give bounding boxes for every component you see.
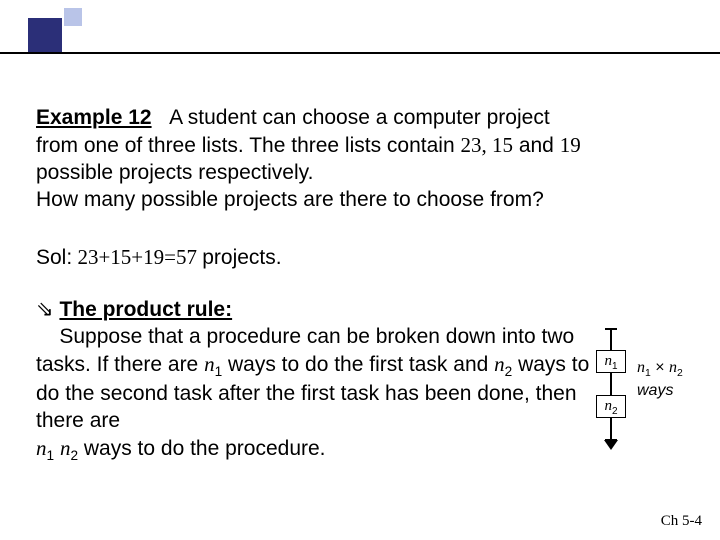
body-text: Example 12 A student can choose a comput…	[36, 105, 596, 464]
example-text-c: possible projects respectively.	[36, 161, 313, 184]
sol-expression: 23+15+19=57	[72, 245, 202, 269]
product-rule-diagram: n1 n2 n1 × n2ways	[595, 328, 705, 448]
slide-content: Example 12 A student can choose a comput…	[0, 0, 720, 540]
arrow-3-icon	[604, 440, 618, 450]
rule-title: The product rule:	[59, 298, 232, 321]
rule-text-4: ways to do the procedure.	[78, 437, 325, 460]
var-n2: n	[494, 352, 505, 376]
side-s2: 2	[677, 368, 683, 379]
box-n2: n2	[596, 395, 626, 418]
side-label: n1 × n2ways	[637, 358, 707, 400]
pointer-icon: ⇘	[36, 298, 59, 321]
example-question: How many possible projects are there to …	[36, 188, 544, 211]
rule-text-2: ways to do the first task and	[222, 353, 494, 376]
line-seg-1	[610, 328, 612, 350]
box-n1-var: n	[604, 353, 612, 369]
box-n1: n1	[596, 350, 626, 373]
box-n2-sub: 2	[612, 406, 618, 417]
example-last-num: 19	[560, 133, 581, 157]
box-n2-var: n	[604, 398, 612, 414]
box-n1-sub: 1	[612, 361, 618, 372]
rule-paragraph: ⇘ The product rule: Suppose that a proce…	[36, 297, 596, 464]
example-numbers: 23, 15	[460, 133, 513, 157]
sub-1b: 1	[47, 448, 55, 463]
footer-page-ref: Ch 5-4	[661, 513, 702, 530]
tick-bottom	[605, 439, 617, 441]
side-n2: n	[669, 359, 677, 376]
light-square-icon	[64, 8, 82, 26]
sub-2b: 2	[70, 448, 78, 463]
example-paragraph: Example 12 A student can choose a comput…	[36, 105, 596, 214]
example-label: Example 12	[36, 106, 152, 129]
line-seg-2	[610, 373, 612, 395]
sol-label: Sol:	[36, 246, 72, 269]
side-times: ×	[651, 359, 669, 376]
side-n1: n	[637, 359, 645, 376]
header-rule	[0, 52, 720, 54]
side-ways: ways	[637, 382, 673, 399]
example-text-b: and	[513, 134, 560, 157]
accent-square-icon	[28, 18, 62, 52]
line-seg-3	[610, 418, 612, 440]
sol-tail: projects.	[202, 246, 281, 269]
var-n2b: n	[60, 436, 71, 460]
var-n1b: n	[36, 436, 47, 460]
solution-paragraph: Sol: 23+15+19=57 projects.	[36, 244, 596, 272]
var-n1: n	[204, 352, 215, 376]
